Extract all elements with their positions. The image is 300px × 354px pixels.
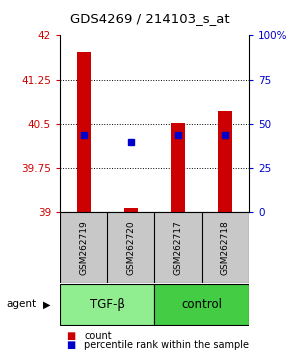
Text: GSM262717: GSM262717 [174,221,183,275]
Text: ■: ■ [66,331,75,341]
Text: ■: ■ [66,340,75,350]
Text: percentile rank within the sample: percentile rank within the sample [84,340,249,350]
Text: GSM262719: GSM262719 [79,221,88,275]
Text: GDS4269 / 214103_s_at: GDS4269 / 214103_s_at [70,12,230,25]
Bar [60,284,154,325]
Bar [124,208,138,212]
Text: ▶: ▶ [43,299,50,309]
Text: agent: agent [6,299,36,309]
Text: GSM262720: GSM262720 [126,221,135,275]
Text: count: count [84,331,112,341]
Text: GSM262718: GSM262718 [221,221,230,275]
Bar [171,123,185,212]
Text: TGF-β: TGF-β [90,298,125,311]
Bar [154,284,249,325]
Bar [218,111,233,212]
Bar [76,52,91,212]
Text: control: control [181,298,222,311]
